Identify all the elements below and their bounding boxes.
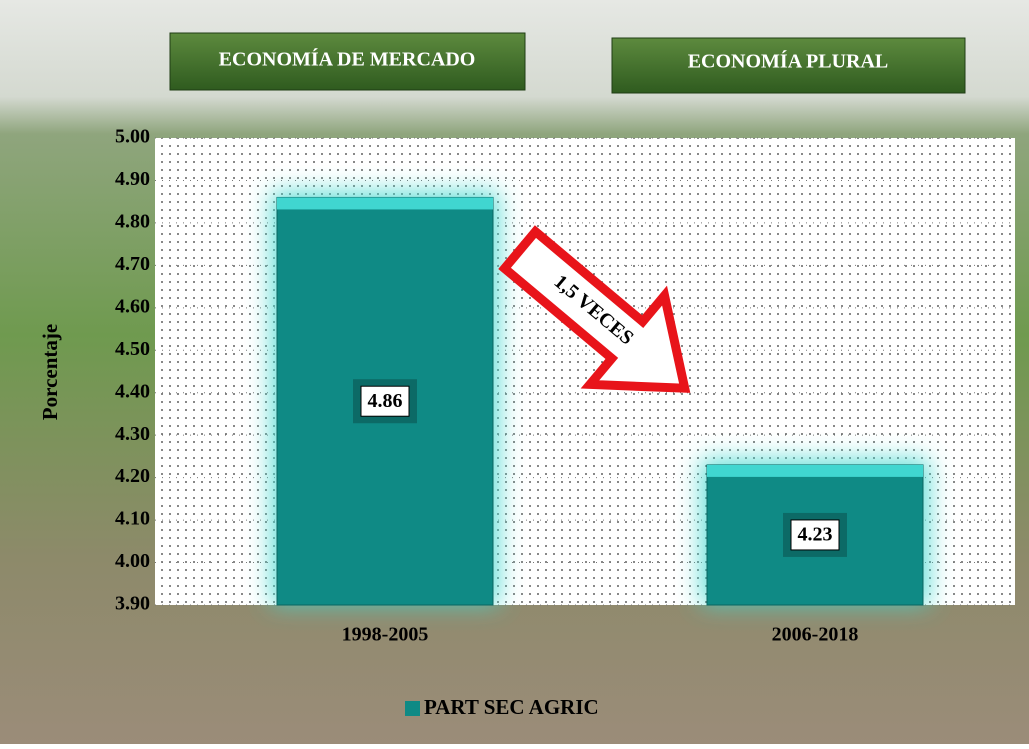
y-tick-label: 4.90 [115,168,150,190]
y-tick-label: 4.50 [115,338,150,360]
value-label: 4.23 [798,524,833,546]
bar-cap [707,465,923,477]
header: ECONOMÍA DE MERCADO [219,48,476,71]
y-tick-label: 4.40 [115,380,150,402]
y-tick-label: 4.70 [115,253,150,275]
page: {"chart_data": {"type": "bar", "headers"… [0,0,1029,744]
bar-cap [277,197,493,209]
y-tick-label: 4.80 [115,211,150,233]
y-tick-label: 4.60 [115,295,150,317]
value-label: 4.86 [368,390,403,412]
legend-label: PART SEC AGRIC [424,695,599,719]
y-tick-label: 3.90 [115,593,150,615]
y-tick-label: 4.10 [115,508,150,530]
y-tick-label: 4.30 [115,423,150,445]
y-axis-label: Porcentaje [38,324,62,420]
legend-swatch [405,701,420,716]
header: ECONOMÍA PLURAL [688,50,889,73]
x-tick-label: 1998-2005 [342,624,429,646]
x-tick-label: 2006-2018 [772,624,859,646]
y-tick-label: 4.00 [115,550,150,572]
y-tick-label: 4.20 [115,465,150,487]
y-tick-label: 5.00 [115,126,150,148]
chart: 3.90 4.00 4.10 4.20 4.30 4.40 4.50 4.60 4.70 4.80… [0,0,1029,744]
